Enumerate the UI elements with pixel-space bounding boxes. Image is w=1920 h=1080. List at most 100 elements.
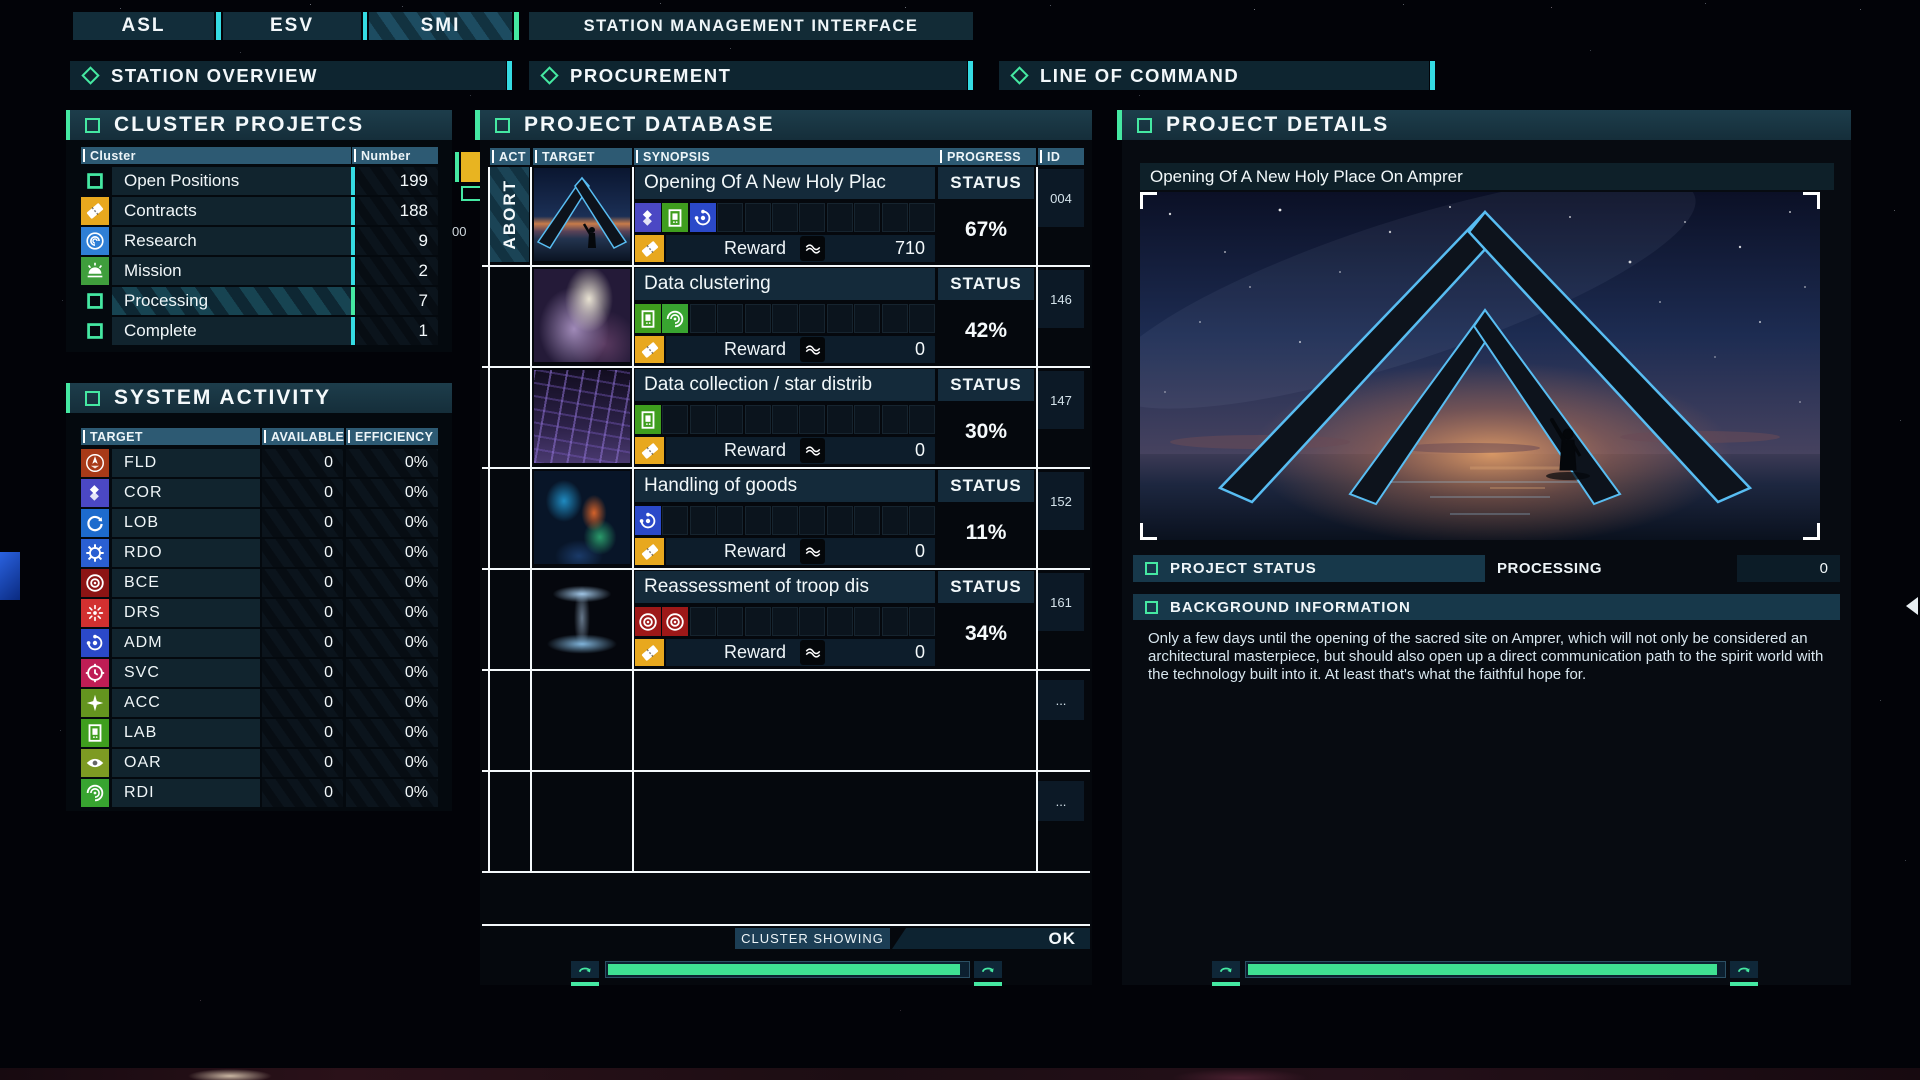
icon-slot	[826, 203, 853, 232]
tab-station-overview[interactable]: STATION OVERVIEW	[70, 61, 506, 90]
activity-row-adm[interactable]: ADM	[112, 629, 260, 657]
cluster-row-mission[interactable]: Mission	[112, 257, 351, 285]
swirl-icon	[81, 629, 109, 657]
icon-slot	[881, 203, 908, 232]
activity-row-acc[interactable]: ACC	[112, 689, 260, 717]
bce-department-icon	[662, 607, 689, 636]
project-row-title[interactable]: Handling of goods	[635, 470, 935, 502]
project-thumbnail-nebula[interactable]	[534, 269, 630, 362]
square-bullet-icon	[85, 390, 100, 406]
activity-row-bce[interactable]: BCE	[112, 569, 260, 597]
cluster-projects-title: CLUSTER PROJETCS	[114, 113, 365, 136]
cluster-row-open-positions[interactable]: Open Positions	[112, 167, 351, 195]
grid-line-horizontal	[482, 366, 1090, 368]
credits-icon	[800, 438, 826, 463]
icon-slot	[854, 203, 881, 232]
shell-icon	[81, 227, 109, 255]
grid-line-horizontal	[482, 669, 1090, 671]
grid-line-horizontal	[482, 467, 1090, 469]
project-thumbnail-city[interactable]	[534, 471, 630, 564]
project-id: 004	[1038, 169, 1084, 227]
square-bullet-icon	[1145, 562, 1158, 575]
cluster-row-label: Mission	[124, 261, 182, 280]
refresh-right-icon[interactable]	[1730, 961, 1758, 978]
cluster-row-contracts[interactable]: Contracts	[112, 197, 351, 225]
column-header-efficiency: EFFICIENCY	[346, 428, 438, 445]
tab-esv[interactable]: ESV	[223, 12, 361, 40]
activity-row-fld[interactable]: FLD	[112, 449, 260, 477]
project-thumbnail-pyramid[interactable]	[534, 168, 630, 261]
activity-row-label: FLD	[124, 454, 158, 471]
accent-underline	[1730, 982, 1758, 986]
cluster-row-processing[interactable]: Processing	[112, 287, 351, 315]
cluster-row-research[interactable]: Research	[112, 227, 351, 255]
project-row-title[interactable]: Data collection / star distrib	[635, 369, 935, 401]
activity-row-label: DRS	[124, 604, 161, 621]
abort-button[interactable]: ABORT	[490, 167, 529, 262]
project-row-title[interactable]: Opening Of A New Holy Plac	[635, 167, 935, 199]
activity-row-rdi[interactable]: RDI	[112, 779, 260, 807]
refresh-left-icon[interactable]	[1212, 961, 1240, 978]
ship-icon	[81, 449, 109, 477]
project-title-text: Reassessment of troop dis	[644, 576, 869, 597]
panel-accent-bar	[475, 110, 480, 140]
icon-slot	[772, 607, 798, 636]
project-row-title[interactable]: Reassessment of troop dis	[635, 571, 935, 603]
icon-slot	[826, 506, 853, 535]
tab-smi[interactable]: SMI	[369, 12, 512, 40]
icon-slot	[909, 607, 935, 636]
activity-row-oar[interactable]: OAR	[112, 749, 260, 777]
activity-row-svc[interactable]: SVC	[112, 659, 260, 687]
refresh-right-icon[interactable]	[974, 961, 1002, 978]
project-row-title[interactable]: Data clustering	[635, 268, 935, 300]
icon-slot	[772, 203, 798, 232]
db-progress-track[interactable]	[605, 961, 970, 978]
reward-value: 0	[914, 642, 925, 662]
tab-line-of-command[interactable]: LINE OF COMMAND	[999, 61, 1429, 90]
credits-icon	[800, 337, 826, 362]
square-bullet-icon	[1145, 600, 1158, 614]
tab-asl[interactable]: ASL	[73, 12, 214, 40]
icon-slot	[799, 203, 826, 232]
project-id-placeholder: ...	[1038, 781, 1084, 821]
image-corner-mark	[1803, 192, 1820, 209]
icon-slot	[717, 203, 744, 232]
project-thumbnail-grid[interactable]	[534, 370, 630, 463]
cluster-row-complete[interactable]: Complete	[112, 317, 351, 345]
nav-divider	[507, 61, 512, 90]
scroll-indicator[interactable]	[461, 152, 483, 182]
image-corner-mark	[1803, 523, 1820, 540]
cor-department-icon	[635, 203, 661, 232]
project-id: 161	[1038, 573, 1084, 631]
activity-row-label: RDI	[124, 784, 155, 801]
activity-row-cor[interactable]: COR	[112, 479, 260, 507]
project-thumbnail-ufo[interactable]	[534, 572, 630, 665]
activity-row-lab[interactable]: LAB	[112, 719, 260, 747]
refresh-left-icon[interactable]	[571, 961, 599, 978]
icon-slot	[772, 304, 798, 333]
status-box: STATUS	[938, 369, 1034, 401]
project-database-panel: PROJECT DATABASE ACT TARGET SYNOPSIS PRO…	[475, 110, 1092, 986]
activity-row-rdo[interactable]: RDO	[112, 539, 260, 567]
details-progress-track[interactable]	[1245, 961, 1726, 978]
status-box: STATUS	[938, 571, 1034, 603]
ticket-icon	[635, 639, 664, 666]
tab-procurement[interactable]: PROCUREMENT	[529, 61, 967, 90]
reward-value: 0	[914, 541, 925, 561]
column-header-number: Number	[352, 147, 438, 164]
activity-row-drs[interactable]: DRS	[112, 599, 260, 627]
icon-slot	[799, 304, 826, 333]
activity-row-label: SVC	[124, 664, 160, 681]
icon-slot	[799, 405, 826, 434]
ok-button[interactable]: OK	[892, 928, 1090, 949]
icon-slot	[717, 405, 744, 434]
cluster-row-label: Open Positions	[124, 171, 240, 190]
tab-divider-active	[514, 12, 519, 40]
reward-label: Reward	[724, 440, 787, 460]
activity-row-lob[interactable]: LOB	[112, 509, 260, 537]
cluster-showing-button[interactable]: CLUSTER SHOWING	[735, 928, 890, 949]
activity-available-value: 0	[262, 599, 343, 627]
tab-divider	[216, 12, 221, 40]
icon-slot	[881, 405, 908, 434]
activity-efficiency-value: 0%	[346, 509, 438, 537]
